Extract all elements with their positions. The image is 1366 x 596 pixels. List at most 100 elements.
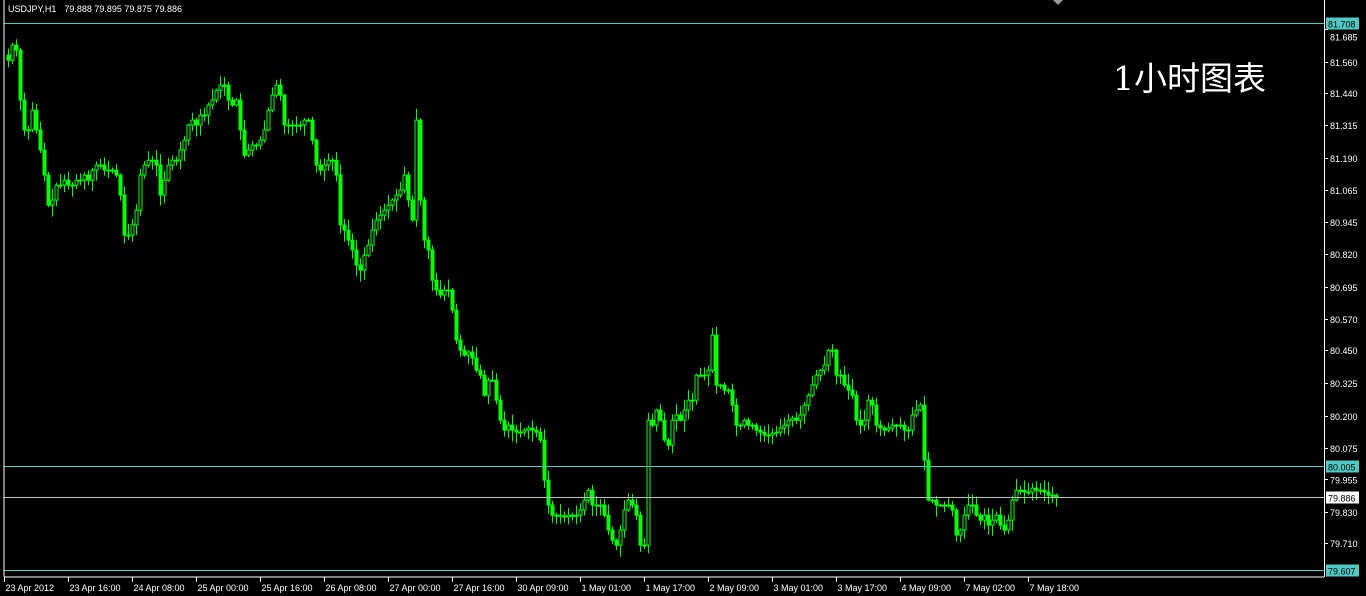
candle [910, 407, 915, 436]
candle [886, 422, 891, 433]
candle-body [134, 209, 139, 226]
candle [822, 356, 827, 375]
candle-body [1046, 491, 1051, 496]
candle [938, 503, 943, 507]
candle [1050, 486, 1055, 503]
level-label-box [1326, 17, 1359, 30]
candle-body [662, 419, 667, 441]
candle-body [710, 334, 715, 371]
candle-body [26, 129, 31, 132]
candle-body [182, 139, 187, 151]
candle [310, 116, 315, 145]
candle-body [614, 539, 619, 546]
candle [254, 143, 259, 151]
candle-body [422, 199, 427, 241]
candle [874, 397, 879, 433]
candle [478, 364, 483, 379]
candle-body [998, 514, 1003, 526]
candle-body [226, 84, 231, 101]
candle [846, 373, 851, 400]
candle [598, 499, 603, 516]
price-levels-group [4, 23, 1324, 571]
candle-body [354, 249, 359, 266]
level-label: 79.886 [1328, 494, 1356, 504]
candle-body [938, 504, 943, 507]
x-tick-label: 4 May 09:00 [902, 583, 952, 593]
candle-body [194, 119, 199, 126]
candle-body [198, 114, 203, 126]
candle-body [498, 399, 503, 421]
candle [1026, 482, 1031, 496]
candle-body [522, 429, 527, 433]
candle-body [946, 504, 951, 507]
candle [230, 97, 235, 107]
candle [78, 173, 83, 185]
candle [770, 428, 775, 445]
candle-body [382, 209, 387, 216]
candle-body [346, 229, 351, 241]
candle-body [646, 419, 651, 546]
candle [26, 125, 31, 140]
candle [278, 78, 283, 101]
candle [1010, 495, 1015, 532]
candle-body [966, 504, 971, 516]
y-tick-label: 81.315 [1330, 121, 1358, 131]
candle [182, 136, 187, 162]
ohlc-readout: 79.888 79.895 79.875 79.886 [64, 4, 182, 14]
candle-body [290, 124, 295, 127]
candle-body [1050, 494, 1055, 497]
candle [366, 239, 371, 258]
candle-body [418, 119, 423, 201]
candle [390, 198, 395, 211]
candle [74, 174, 79, 189]
candle [782, 417, 787, 434]
candle [790, 415, 795, 427]
candle [218, 76, 223, 99]
candle-body [698, 374, 703, 377]
candle-body [170, 159, 175, 166]
candle-body [94, 164, 99, 171]
candle-body [914, 409, 919, 416]
candle-body [970, 504, 975, 507]
candle-body [446, 289, 451, 292]
candle [342, 218, 347, 242]
candle-body [50, 199, 55, 206]
candle-body [598, 504, 603, 507]
candle-body [898, 424, 903, 427]
y-tick-label: 81.065 [1330, 186, 1358, 196]
candle [394, 188, 399, 212]
candle-body [1030, 487, 1035, 493]
candle-body [550, 504, 555, 516]
candle-body [814, 374, 819, 386]
candle [414, 108, 419, 227]
candle [690, 392, 695, 412]
candle-body [34, 109, 39, 131]
candle-body [1054, 494, 1059, 498]
y-tick-label: 80.945 [1330, 218, 1358, 228]
y-tick-label: 81.190 [1330, 154, 1358, 164]
candle [294, 116, 299, 134]
candle-body [274, 84, 279, 96]
candle-body [910, 414, 915, 431]
candle [794, 412, 799, 424]
candle [914, 400, 919, 418]
candle [442, 285, 447, 301]
candle-body [78, 179, 83, 182]
candle-body [462, 349, 467, 356]
candle [354, 240, 359, 276]
candle [694, 373, 699, 405]
candle [58, 173, 63, 189]
chart-shift-marker-icon[interactable] [1053, 0, 1063, 5]
candle [66, 171, 71, 190]
candle-body [754, 424, 759, 431]
candle-body [722, 384, 727, 391]
level-label: 79.607 [1328, 567, 1356, 577]
candle-body [114, 169, 119, 176]
candle [634, 498, 639, 520]
level-label: 81.708 [1328, 20, 1356, 30]
candle [510, 414, 515, 442]
candle [578, 503, 583, 523]
candle [854, 390, 859, 426]
candle-body [202, 114, 207, 117]
